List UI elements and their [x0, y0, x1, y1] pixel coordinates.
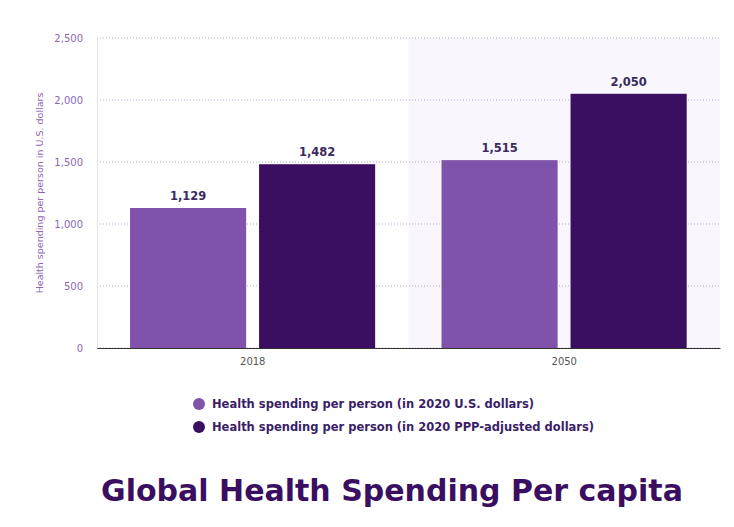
grid	[97, 38, 720, 348]
grid-line	[97, 38, 720, 39]
data-labels: 1,129 1,515 1,482 2,050	[170, 75, 647, 203]
legend-marker	[193, 398, 205, 410]
y-tick: 2,500	[54, 33, 97, 44]
data-label: 1,515	[481, 141, 517, 155]
y-axis-line	[97, 39, 98, 349]
x-axis-line	[98, 348, 721, 349]
x-tick: 2018	[240, 348, 265, 367]
forecast-shade	[409, 38, 721, 348]
y-tick-label: 2,500	[54, 33, 83, 44]
y-tick-label: 500	[64, 281, 83, 292]
legend-item: Health spending per person (in 2020 PPP-…	[193, 420, 594, 434]
legend-label: Health spending per person (in 2020 PPP-…	[212, 420, 594, 434]
data-label: 1,129	[170, 189, 206, 203]
y-tick: 1,500	[54, 157, 97, 168]
y-tick-label: 0	[77, 343, 83, 354]
x-axis: 2018 2050	[98, 348, 721, 367]
x-tick-label: 2018	[240, 356, 265, 367]
plot: 0 500 1,000 1,500 2,000 2,500 1,129 1,515 1,482 2…	[54, 33, 720, 367]
legend-marker	[193, 421, 205, 433]
bar	[571, 94, 687, 348]
x-tick: 2050	[552, 348, 577, 367]
y-tick: 2,000	[54, 95, 97, 106]
y-tick-label: 2,000	[54, 95, 83, 106]
y-axis-title: Health spending per person in U.S. dolla…	[34, 93, 45, 294]
y-tick: 1,000	[54, 219, 97, 230]
data-label: 1,482	[299, 145, 335, 159]
y-axis: 0 500 1,000 1,500 2,000 2,500	[54, 33, 97, 354]
bar	[259, 164, 375, 348]
y-tick: 0	[77, 343, 97, 354]
bars	[130, 94, 687, 348]
legend-item: Health spending per person (in 2020 U.S.…	[193, 397, 534, 411]
y-tick: 500	[64, 281, 97, 292]
legend-label: Health spending per person (in 2020 U.S.…	[212, 397, 534, 411]
title: Global Health Spending Per capita	[101, 473, 683, 508]
bar	[130, 208, 246, 348]
y-tick-label: 1,500	[54, 157, 83, 168]
x-tick-label: 2050	[552, 356, 577, 367]
data-label: 2,050	[610, 75, 646, 89]
y-tick-label: 1,000	[54, 219, 83, 230]
bar	[442, 160, 558, 348]
legend: Health spending per person (in 2020 U.S.…	[193, 397, 594, 434]
